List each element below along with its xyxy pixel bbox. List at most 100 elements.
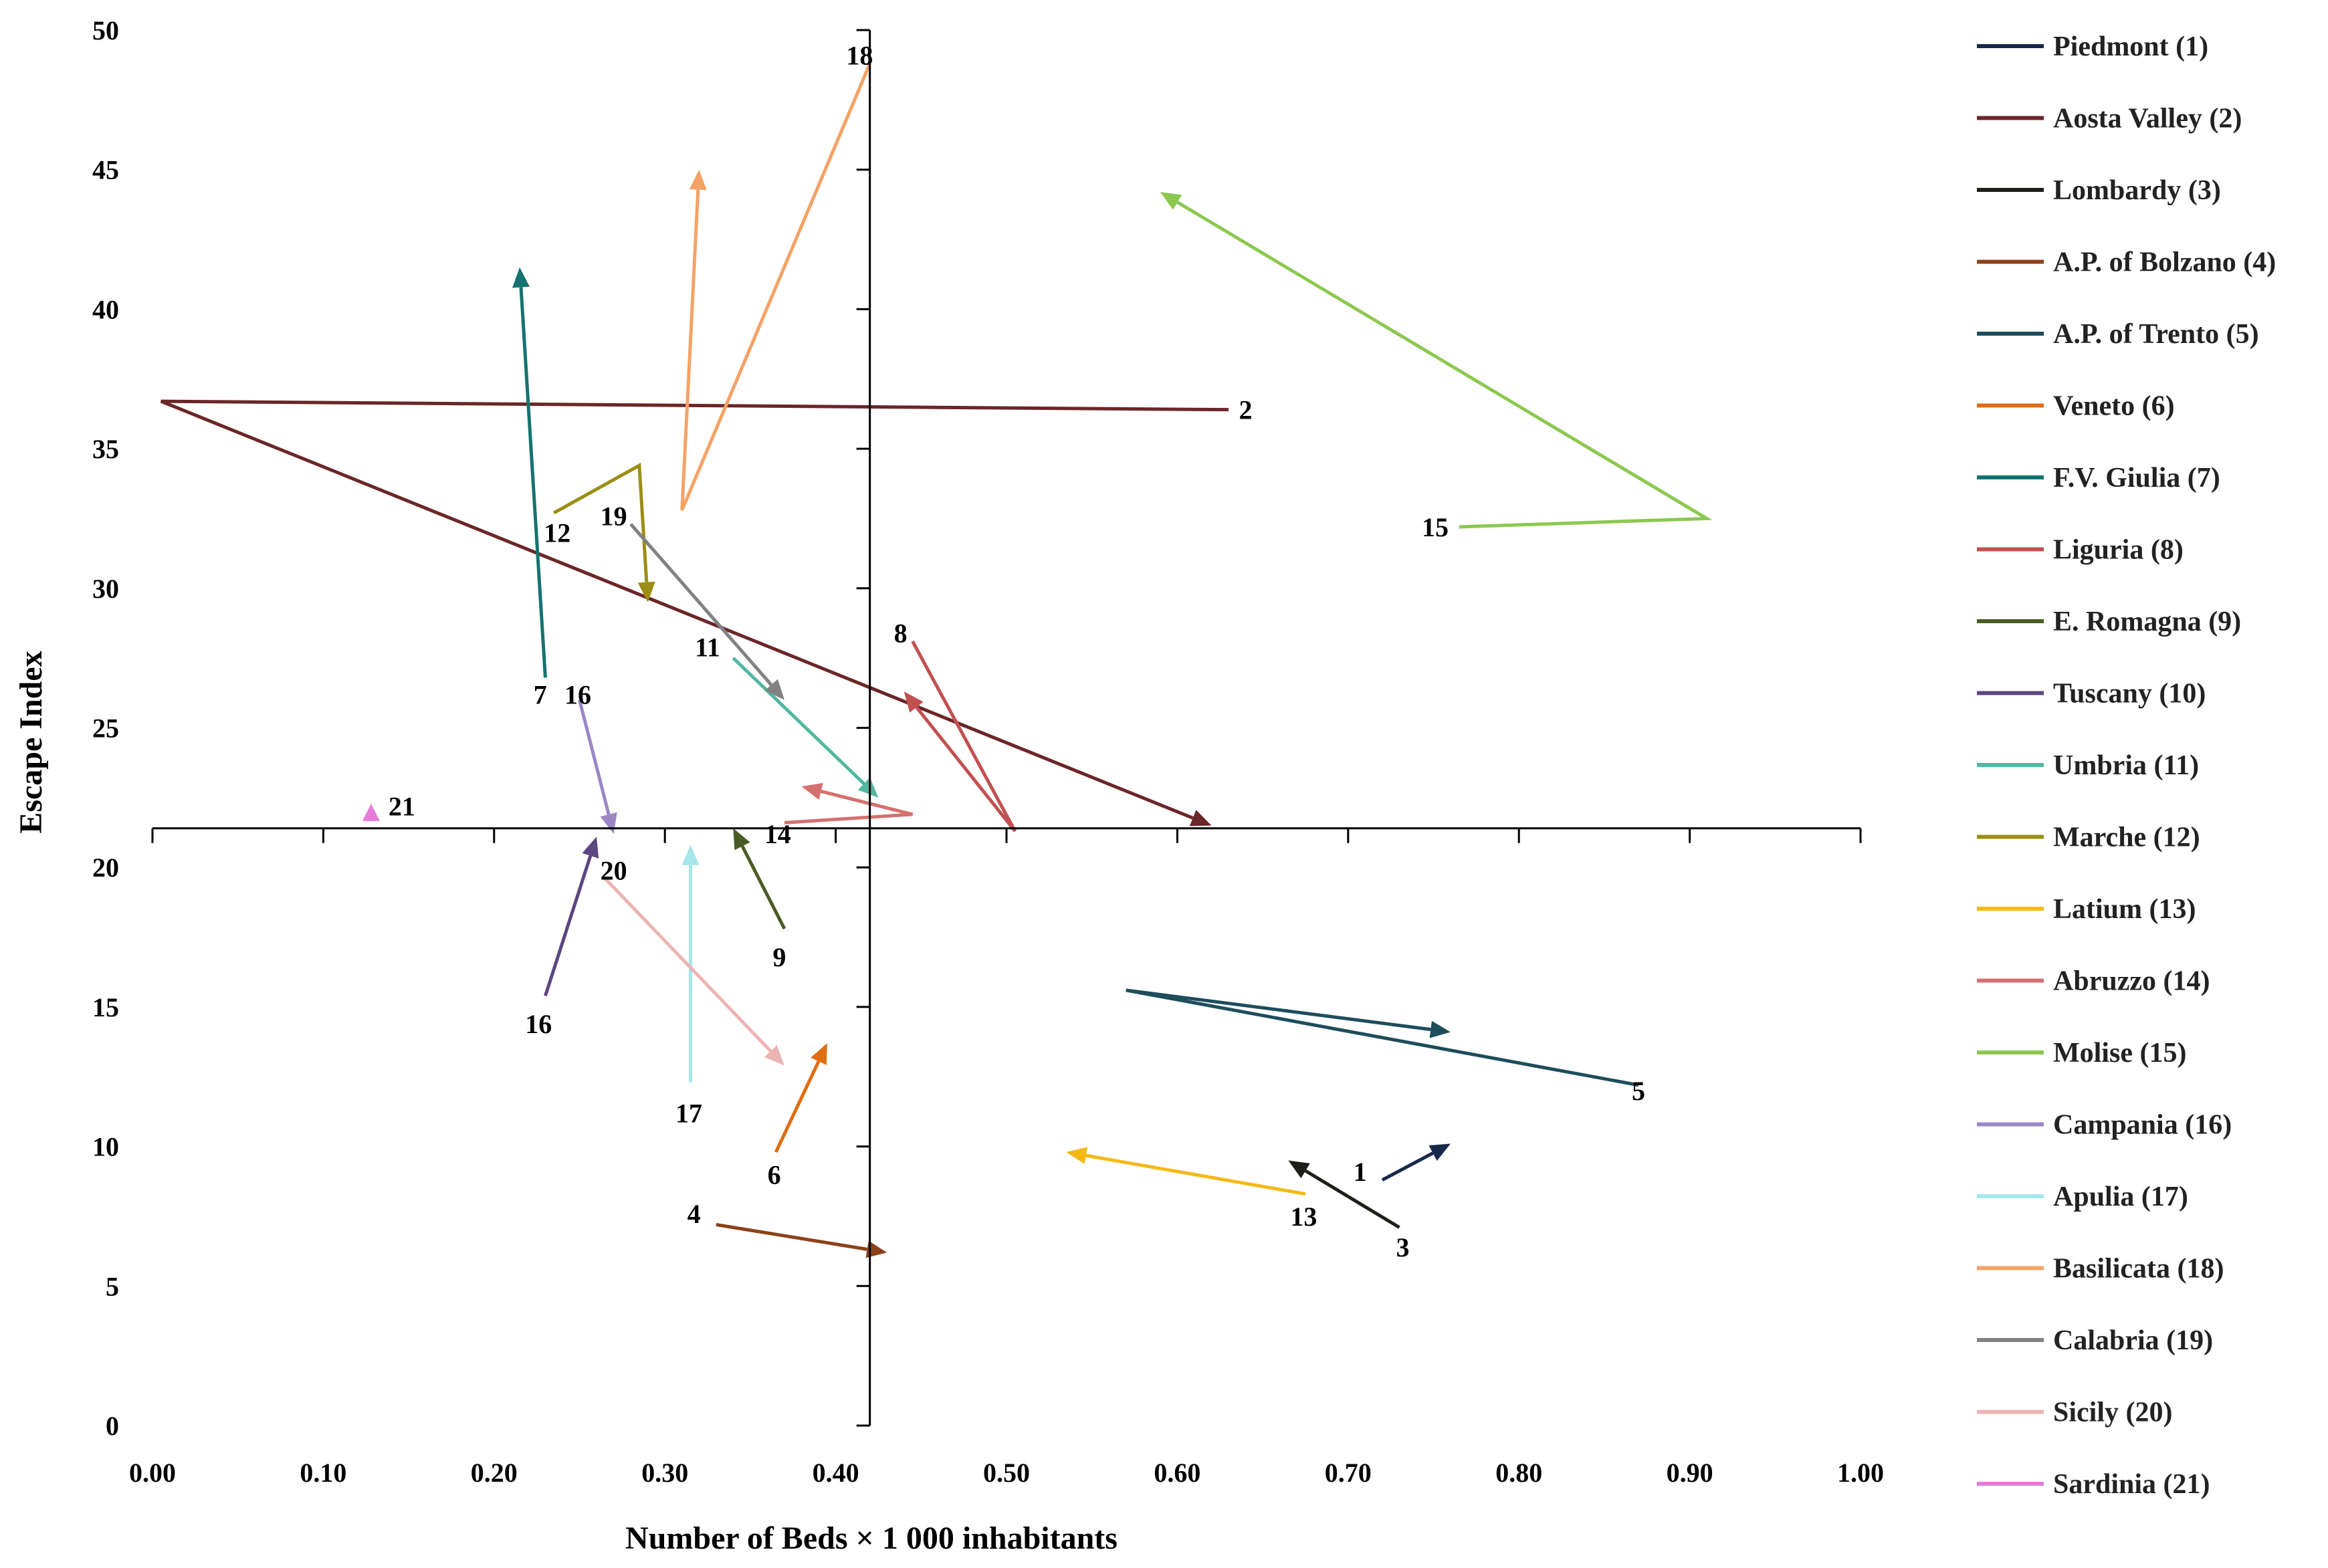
legend-entry: Abruzzo (14)	[2053, 966, 2210, 997]
series-12	[552, 463, 655, 602]
series-14-path	[784, 790, 914, 824]
point-label: 2	[1239, 395, 1253, 425]
arrows-layer	[160, 63, 1713, 1258]
legend-entry: Veneto (6)	[2053, 391, 2175, 422]
series-11-path	[732, 657, 865, 785]
point-label: 16	[525, 1009, 552, 1039]
series-5-path	[1126, 988, 1639, 1087]
series-13-arrowhead	[1066, 1147, 1088, 1164]
series-13-path	[1085, 1153, 1306, 1196]
series-3-path	[1304, 1169, 1400, 1229]
point-label: 19	[601, 501, 627, 531]
y-tick-label: 0	[106, 1411, 119, 1441]
point-label: 20	[601, 855, 627, 885]
x-tick-label: 0.60	[1154, 1458, 1200, 1488]
y-tick-label: 35	[92, 434, 119, 464]
legend-entry: A.P. of Trento (5)	[2053, 319, 2259, 350]
legend-entry: Umbria (11)	[2053, 750, 2199, 781]
x-tick-label: 1.00	[1837, 1458, 1884, 1488]
series-21-marker	[362, 803, 380, 821]
point-label: 1	[1354, 1157, 1367, 1187]
series-11	[732, 657, 879, 798]
series-6	[774, 1043, 827, 1153]
series-19	[629, 523, 784, 700]
legend-entry: Campania (16)	[2053, 1110, 2232, 1141]
legend-entry: Tuscany (10)	[2053, 679, 2206, 709]
point-label: 3	[1396, 1232, 1410, 1262]
series-8-arrowhead	[904, 691, 924, 713]
legend-entry: Calabria (19)	[2053, 1325, 2213, 1356]
series-18	[680, 63, 871, 511]
y-tick-label: 50	[92, 15, 119, 45]
series-14	[784, 782, 914, 824]
series-4	[716, 1223, 887, 1258]
legend-entry: F.V. Giulia (7)	[2053, 463, 2220, 493]
legend-entry: A.P. of Bolzano (4)	[2053, 247, 2276, 278]
series-1-arrowhead	[1428, 1143, 1451, 1161]
series-1	[1381, 1143, 1451, 1182]
y-tick-label: 10	[92, 1132, 119, 1162]
series-9	[733, 828, 786, 930]
series-10	[544, 836, 599, 996]
legend-entry: Aosta Valley (2)	[2053, 104, 2242, 134]
series-3	[1288, 1160, 1400, 1229]
y-tick-label: 30	[92, 574, 119, 604]
series-13	[1066, 1147, 1306, 1196]
legend-entry: Latium (13)	[2053, 894, 2196, 925]
y-tick-label: 45	[92, 155, 119, 185]
series-8-path	[911, 640, 1017, 832]
point-label: 18	[846, 41, 873, 71]
series-17-arrowhead	[681, 845, 700, 865]
point-label: 4	[687, 1199, 701, 1229]
point-label: 9	[772, 942, 786, 972]
y-tick-label: 15	[92, 992, 119, 1022]
point-label: 12	[544, 518, 570, 548]
x-tick-label: 0.00	[129, 1458, 176, 1488]
y-tick-label: 20	[92, 853, 119, 883]
series-15-arrowhead	[1160, 192, 1182, 210]
series-9-path	[740, 845, 786, 930]
legend-entry: Sicily (20)	[2053, 1397, 2172, 1428]
point-label: 16	[564, 679, 591, 709]
series-18-path	[680, 63, 871, 511]
x-tick-label: 0.20	[471, 1458, 518, 1488]
legend-entry: Sardinia (21)	[2053, 1469, 2210, 1500]
legend-entry: Marche (12)	[2053, 822, 2200, 853]
series-16-path	[578, 699, 611, 815]
series-6-arrowhead	[811, 1043, 827, 1065]
series-11-arrowhead	[857, 777, 879, 798]
legend: Piedmont (1) Aosta Valley (2) Lombardy (3)…	[1977, 31, 2276, 1500]
series-15-path	[1176, 201, 1713, 529]
series-7-arrowhead	[512, 267, 530, 288]
y-tick-label: 40	[92, 294, 119, 324]
point-label: 21	[389, 791, 415, 821]
series-14-arrowhead	[801, 782, 823, 800]
y-tick-label: 25	[92, 713, 119, 744]
series-2-arrowhead	[1189, 810, 1212, 826]
y-axis-title: Escape Index	[13, 651, 49, 833]
point-label: 14	[764, 819, 791, 849]
series-17	[681, 845, 700, 1083]
legend-entry: E. Romagna (9)	[2053, 606, 2241, 637]
x-tick-label: 0.10	[300, 1458, 346, 1488]
series-4-arrowhead	[865, 1240, 887, 1258]
series-8	[904, 640, 1017, 832]
series-20-arrowhead	[764, 1044, 784, 1066]
series-10-path	[544, 855, 593, 996]
series-16-arrowhead	[600, 812, 617, 834]
series-12-arrowhead	[637, 581, 655, 602]
series-7-path	[519, 287, 547, 678]
x-tick-label: 0.40	[813, 1458, 859, 1488]
series-3-arrowhead	[1288, 1160, 1310, 1179]
series-12-path	[552, 463, 649, 582]
x-tick-label: 0.30	[641, 1458, 688, 1488]
series-20-path	[604, 877, 772, 1052]
series-15	[1160, 192, 1713, 529]
series-7	[512, 267, 547, 678]
point-label: 17	[675, 1099, 702, 1129]
series-19-path	[629, 523, 773, 686]
series-19-arrowhead	[764, 679, 784, 700]
legend-entry: Liguria (8)	[2053, 535, 2184, 566]
x-tick-label: 0.70	[1325, 1458, 1372, 1488]
